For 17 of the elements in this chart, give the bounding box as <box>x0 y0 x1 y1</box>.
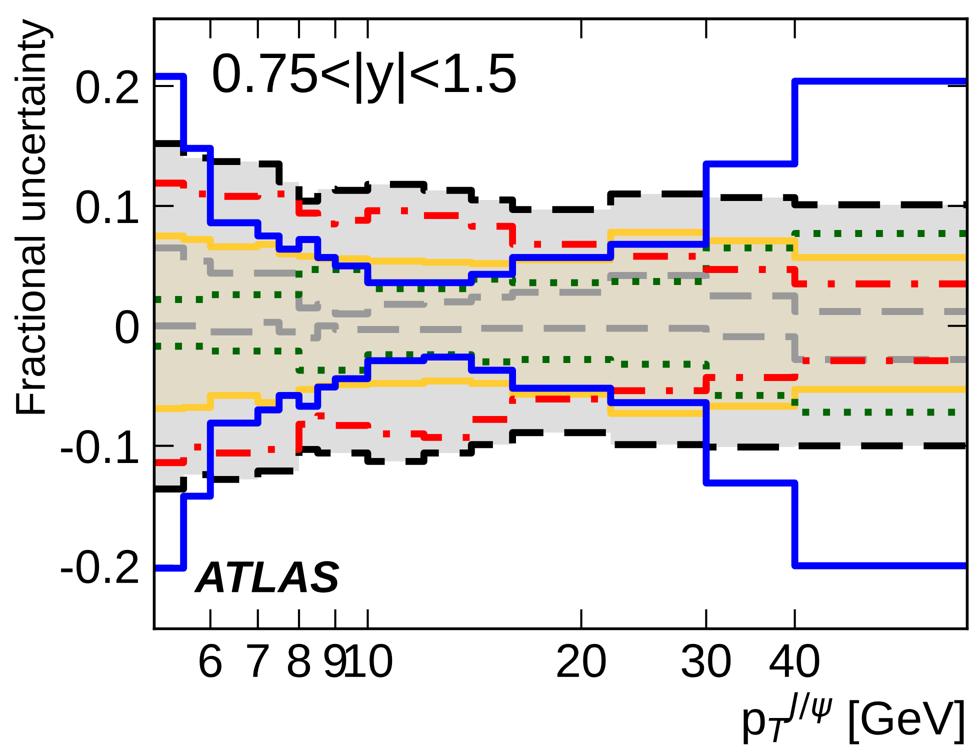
y-axis-title: Fractional uncertainty <box>14 18 54 414</box>
x-tick-label: 20 <box>557 644 606 678</box>
x-tick-label: 8 <box>288 644 310 678</box>
y-tick-label: -0.2 <box>61 550 138 584</box>
y-tick-label: 0.1 <box>76 190 138 224</box>
x-tick-label: 40 <box>770 644 820 678</box>
x-axis-title: p$_{T}$$^{J/ψ}$ [GeV] <box>744 692 964 744</box>
annotation: ATLAS <box>194 561 340 593</box>
x-tick-label: 9 <box>324 644 346 678</box>
x-tick-label: 6 <box>200 644 222 678</box>
x-tick-label: 30 <box>682 644 731 678</box>
annotation: 0.75<|y|<1.5 <box>213 52 516 104</box>
y-tick-label: -0.1 <box>61 430 138 464</box>
y-tick-label: 0 <box>116 310 138 344</box>
y-tick-label: 0.2 <box>76 70 138 104</box>
x-tick-label: 10 <box>345 644 392 678</box>
x-tick-label: 7 <box>247 644 269 677</box>
